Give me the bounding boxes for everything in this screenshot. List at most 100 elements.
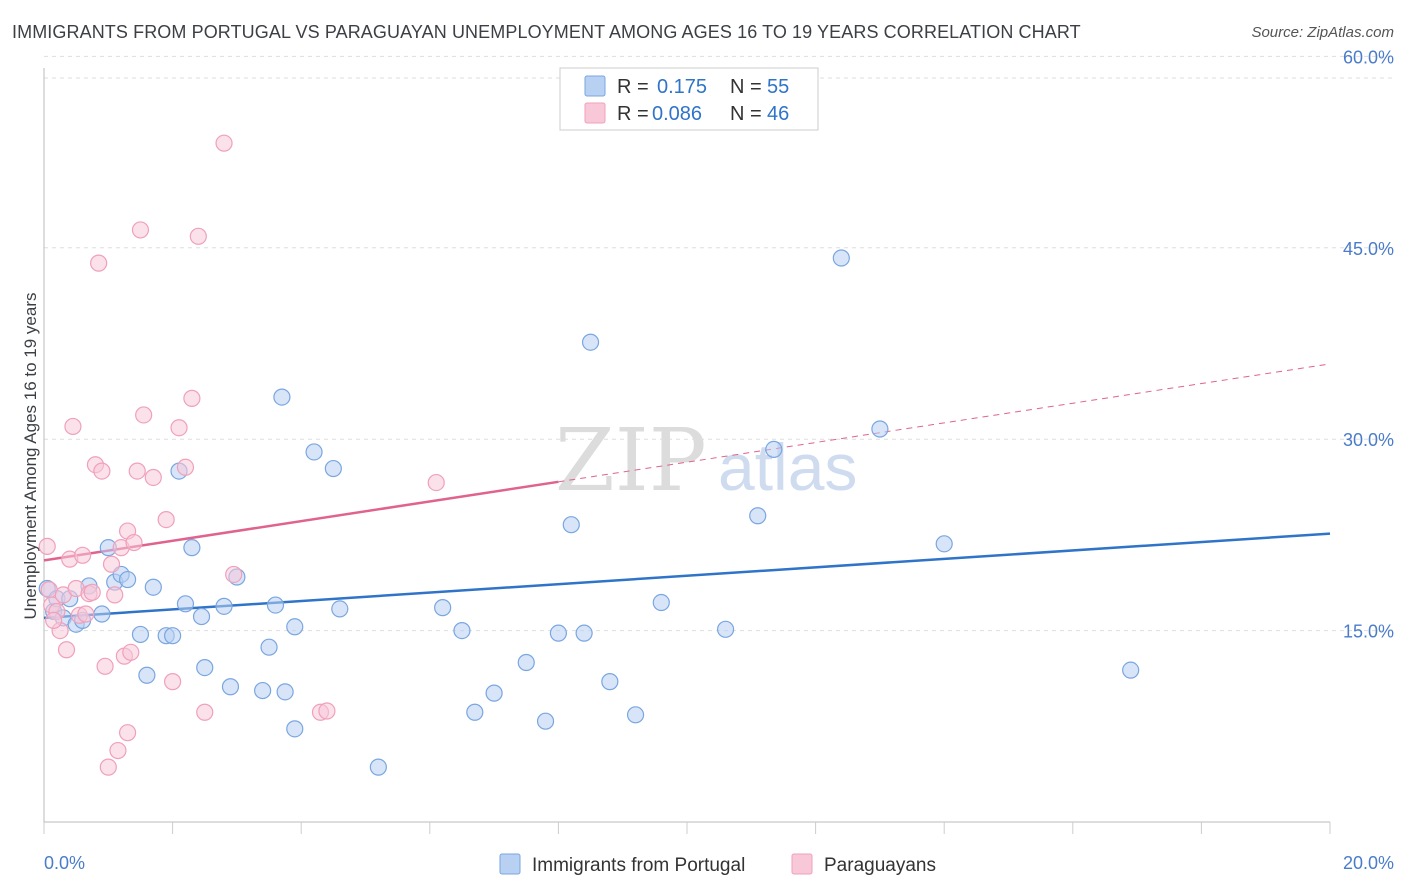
point-portugal [749, 507, 767, 525]
point-portugal [144, 578, 162, 596]
x-axis-ticks [43, 822, 1331, 834]
point-portugal [192, 607, 211, 626]
point-paraguayans [189, 227, 207, 245]
watermark: ZIP atlas [555, 411, 857, 511]
point-paraguayans [170, 419, 188, 437]
point-paraguayans [102, 555, 121, 573]
trend-line-solid-0 [43, 532, 1331, 620]
point-portugal [485, 684, 503, 702]
point-portugal [138, 666, 156, 684]
chart-title: IMMIGRANTS FROM PORTUGAL VS PARAGUAYAN U… [12, 22, 1081, 42]
point-portugal [196, 659, 214, 677]
point-portugal [652, 593, 670, 612]
point-paraguayans [176, 458, 195, 476]
point-portugal [131, 625, 150, 644]
point-paraguayans [427, 473, 445, 492]
point-portugal [176, 595, 195, 613]
point-portugal [536, 712, 555, 730]
point-portugal [935, 535, 953, 553]
legend-r-label-portugal: R = [617, 76, 649, 98]
point-portugal [369, 758, 387, 776]
point-portugal [581, 333, 600, 351]
point-portugal [716, 620, 735, 638]
point-portugal [517, 653, 535, 672]
point-paraguayans [106, 586, 124, 604]
y-tick-label: 60.0% [1343, 47, 1394, 67]
point-portugal [164, 627, 182, 645]
watermark-atlas: atlas [718, 430, 857, 504]
point-paraguayans [157, 510, 175, 529]
legend-n-value-portugal: 55 [767, 76, 789, 98]
x-tick-label-min: 0.0% [44, 853, 85, 873]
watermark-zip: ZIP [555, 411, 707, 511]
legend-r-label-paraguayans: R = [617, 103, 649, 125]
point-paraguayans [38, 537, 56, 555]
point-portugal [549, 624, 568, 642]
point-paraguayans [99, 758, 117, 776]
legend-n-label-paraguayans: N = [730, 103, 762, 125]
point-portugal [221, 678, 240, 696]
point-portugal [305, 443, 323, 461]
point-portugal [215, 597, 233, 615]
point-portugal [453, 621, 471, 640]
point-portugal [832, 249, 850, 267]
point-paraguayans [164, 673, 182, 691]
point-portugal [93, 605, 111, 623]
point-portugal [324, 459, 342, 478]
point-paraguayans [135, 406, 153, 424]
y-tick-label: 45.0% [1343, 239, 1394, 259]
trend-line-dashed-1 [558, 363, 1331, 483]
point-portugal [871, 420, 889, 438]
point-paraguayans [64, 417, 82, 436]
point-paraguayans [215, 134, 233, 152]
y-tick-label: 15.0% [1343, 622, 1394, 642]
legend-n-label-portugal: N = [730, 76, 762, 98]
point-paraguayans [128, 462, 146, 480]
legend-item-paraguayans-swatch [791, 853, 813, 875]
legend-item-paraguayans-label: Paraguayans [824, 855, 936, 876]
point-portugal [575, 624, 593, 642]
y-axis-label: Unemployment Among Ages 16 to 19 years [21, 293, 40, 620]
point-portugal [765, 440, 783, 459]
legend-r-value-paraguayans: 0.086 [652, 103, 702, 125]
y-axis-tick-labels: 15.0% 30.0% 45.0% 60.0% [1343, 47, 1394, 641]
stats-legend: R = 0.175 N = 55 R = 0.086 N = 46 [559, 67, 819, 131]
point-paraguayans [90, 254, 108, 272]
point-portugal [331, 600, 349, 618]
data-points [38, 134, 1140, 776]
y-tick-label: 30.0% [1343, 430, 1394, 450]
point-paraguayans [196, 703, 214, 721]
point-paraguayans [131, 221, 150, 239]
legend-swatch-portugal [584, 75, 606, 97]
legend-item-portugal-swatch [499, 853, 521, 875]
legend-r-value-portugal: 0.175 [657, 76, 707, 98]
point-paraguayans [77, 605, 95, 623]
point-paraguayans [73, 546, 92, 564]
point-paraguayans [57, 641, 76, 659]
point-portugal [286, 720, 304, 738]
point-portugal [562, 516, 580, 534]
point-portugal [273, 388, 291, 406]
point-portugal [434, 599, 452, 617]
point-paraguayans [144, 468, 162, 487]
chart-source: Source: ZipAtlas.com [1251, 24, 1394, 41]
point-portugal [626, 706, 645, 724]
legend-swatch-paraguayans [584, 102, 606, 124]
point-paraguayans [183, 389, 201, 407]
point-portugal [260, 638, 278, 656]
point-portugal [286, 618, 304, 636]
point-portugal [466, 703, 484, 721]
legend-item-portugal-label: Immigrants from Portugal [532, 855, 745, 876]
legend-n-value-paraguayans: 46 [767, 103, 789, 125]
point-paraguayans [96, 657, 114, 675]
x-tick-label-max: 20.0% [1343, 853, 1394, 873]
point-paraguayans [318, 702, 336, 720]
point-paraguayans [93, 462, 111, 480]
point-portugal [254, 681, 272, 700]
point-paraguayans [225, 565, 243, 584]
point-portugal [183, 539, 201, 557]
point-paraguayans [125, 533, 143, 552]
point-paraguayans [122, 643, 140, 661]
point-paraguayans [83, 583, 101, 601]
